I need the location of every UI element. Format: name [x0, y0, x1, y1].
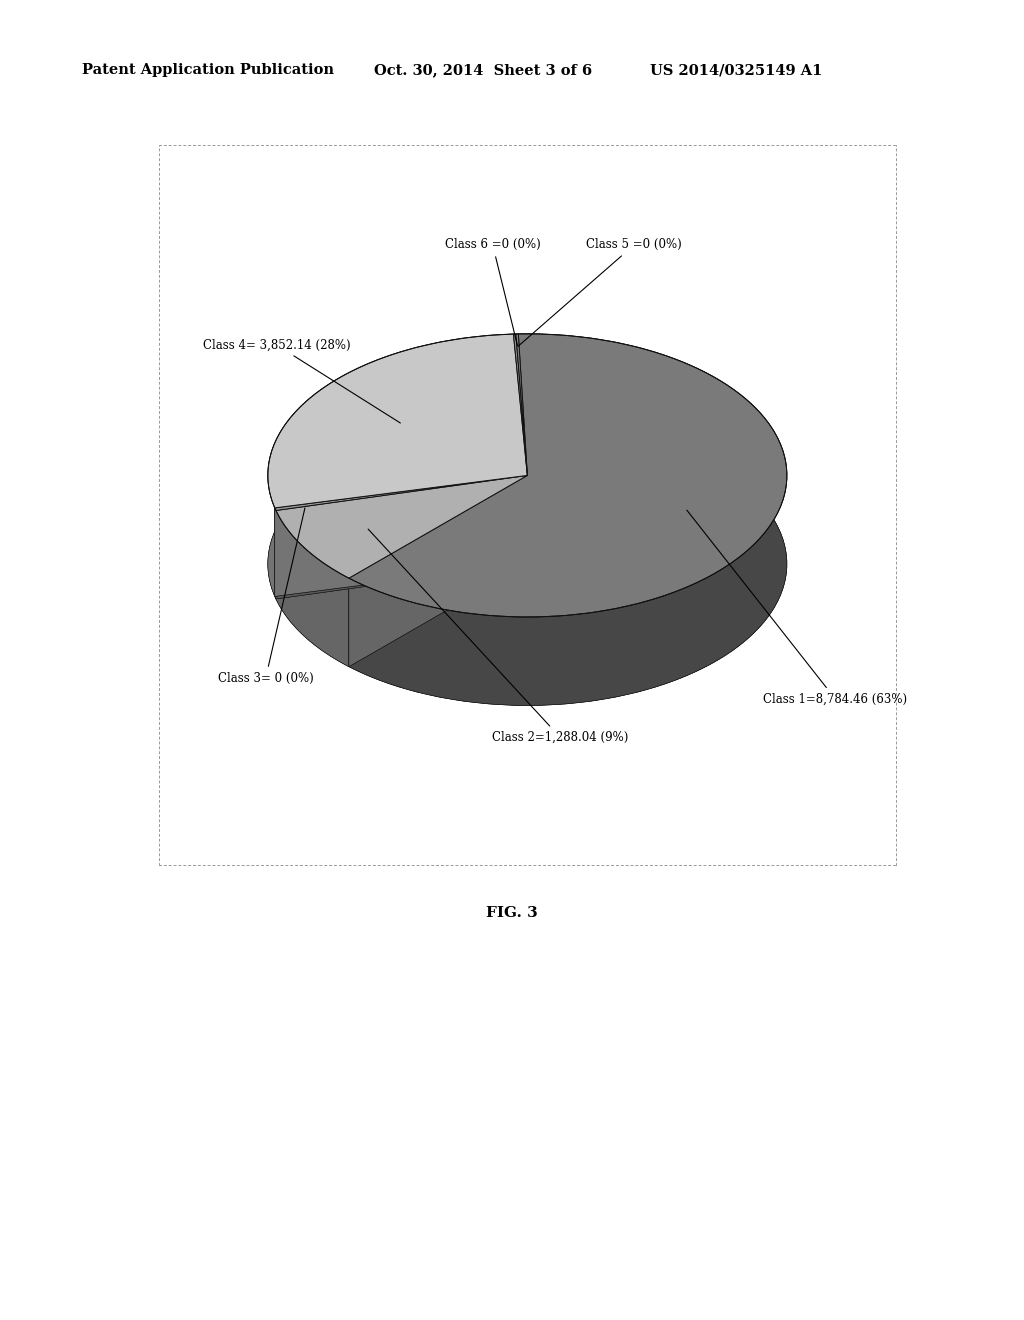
Polygon shape: [518, 334, 527, 564]
Polygon shape: [349, 475, 527, 667]
Polygon shape: [268, 334, 527, 508]
Polygon shape: [513, 334, 516, 422]
Polygon shape: [275, 475, 527, 599]
Polygon shape: [349, 334, 786, 616]
Polygon shape: [349, 475, 527, 667]
Polygon shape: [268, 334, 513, 597]
Text: Class 2=1,288.04 (9%): Class 2=1,288.04 (9%): [369, 529, 629, 744]
Polygon shape: [274, 475, 527, 597]
Polygon shape: [513, 334, 527, 475]
Polygon shape: [513, 334, 527, 564]
Polygon shape: [513, 334, 527, 564]
Polygon shape: [516, 334, 527, 475]
Polygon shape: [516, 334, 527, 564]
Text: Class 6 =0 (0%): Class 6 =0 (0%): [444, 239, 541, 346]
Text: Class 4= 3,852.14 (28%): Class 4= 3,852.14 (28%): [203, 339, 400, 422]
Ellipse shape: [268, 422, 786, 705]
Text: Class 5 =0 (0%): Class 5 =0 (0%): [518, 239, 682, 346]
Polygon shape: [274, 508, 275, 599]
Polygon shape: [274, 475, 527, 511]
Text: Patent Application Publication: Patent Application Publication: [82, 63, 334, 78]
Text: Oct. 30, 2014  Sheet 3 of 6: Oct. 30, 2014 Sheet 3 of 6: [374, 63, 592, 78]
Polygon shape: [274, 475, 527, 597]
Text: Class 3= 0 (0%): Class 3= 0 (0%): [218, 508, 313, 685]
Text: FIG. 3: FIG. 3: [486, 907, 538, 920]
Polygon shape: [518, 334, 527, 564]
Polygon shape: [275, 511, 349, 667]
Text: US 2014/0325149 A1: US 2014/0325149 A1: [650, 63, 822, 78]
Polygon shape: [516, 334, 518, 422]
Polygon shape: [275, 475, 527, 578]
Text: Class 1=8,784.46 (63%): Class 1=8,784.46 (63%): [687, 510, 907, 705]
Polygon shape: [349, 334, 786, 705]
Polygon shape: [516, 334, 527, 564]
Polygon shape: [275, 475, 527, 599]
